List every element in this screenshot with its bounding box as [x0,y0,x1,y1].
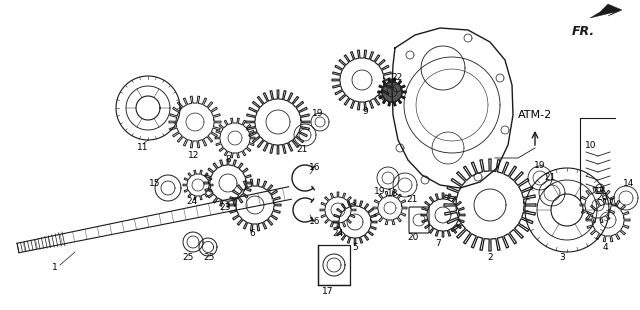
Text: 24: 24 [332,228,344,237]
Text: 5: 5 [352,242,358,251]
Text: 22: 22 [392,73,403,82]
Text: 26: 26 [596,193,608,202]
Text: FR.: FR. [572,25,595,38]
Text: 17: 17 [323,287,333,296]
Text: 2: 2 [487,254,493,263]
Text: 6: 6 [249,229,255,238]
Text: 1: 1 [52,264,58,272]
Text: 7: 7 [435,238,441,247]
Text: 13: 13 [595,188,605,197]
Text: 21: 21 [406,196,418,205]
Text: 14: 14 [623,179,635,188]
Polygon shape [378,78,406,106]
Text: 10: 10 [585,140,596,149]
Polygon shape [590,4,622,18]
Text: 21: 21 [296,145,308,154]
Bar [318,245,350,285]
Text: 20: 20 [407,233,419,242]
Text: 8: 8 [225,156,231,165]
Text: 12: 12 [188,150,200,160]
Text: 23: 23 [220,203,230,212]
Text: 19: 19 [312,108,324,117]
Text: 19: 19 [534,161,546,170]
Text: 19: 19 [374,188,386,197]
Text: 11: 11 [137,144,148,153]
Text: 9: 9 [362,108,368,117]
Text: 21: 21 [544,174,556,183]
Text: 15: 15 [149,179,161,188]
Text: 24: 24 [186,197,198,206]
Text: 25: 25 [204,254,214,263]
Text: ATM-2: ATM-2 [518,110,552,120]
Text: 3: 3 [559,254,565,263]
Text: 25: 25 [182,253,194,262]
Text: 4: 4 [602,243,608,253]
Text: 16: 16 [309,218,321,227]
Text: 16: 16 [309,163,321,172]
Text: 18: 18 [387,188,399,197]
